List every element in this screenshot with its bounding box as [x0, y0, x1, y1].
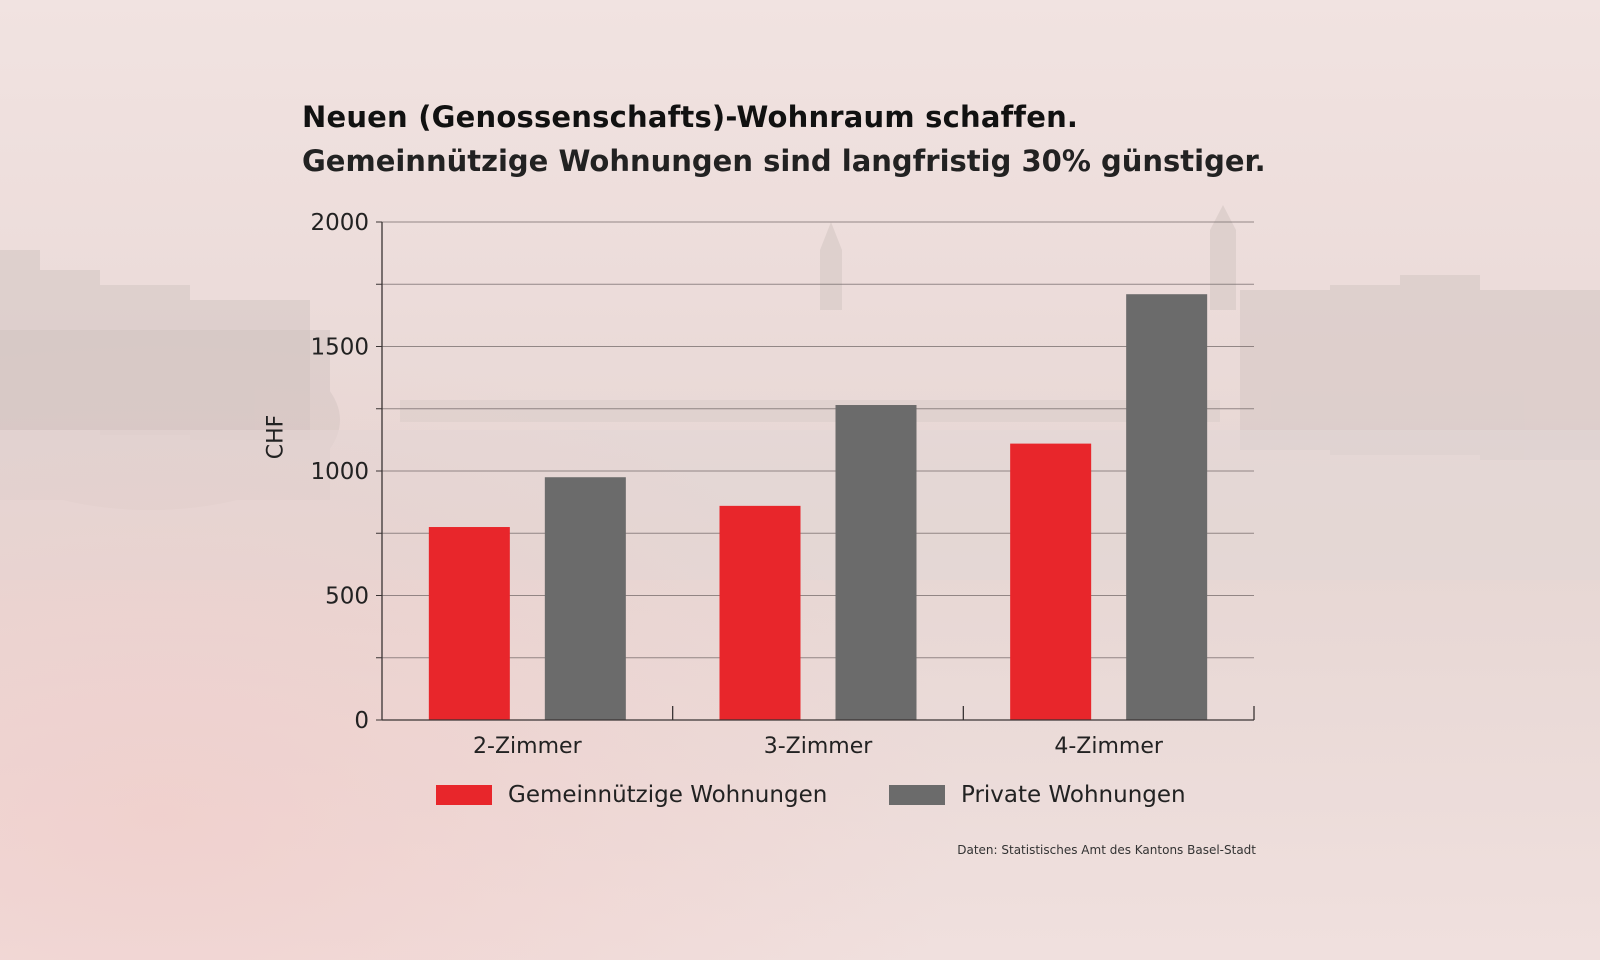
legend-swatch-privat	[889, 785, 945, 805]
x-tick-label: 4-Zimmer	[1054, 734, 1164, 759]
x-tick-labels: 2-Zimmer 3-Zimmer 4-Zimmer	[473, 734, 1164, 759]
legend-label-privat: Private Wohnungen	[961, 782, 1186, 808]
bar-privat-4-zimmer	[1126, 294, 1208, 720]
bars	[428, 294, 1208, 720]
legend-item-privat: Private Wohnungen	[889, 780, 1186, 810]
chart-subtitle: Gemeinnützige Wohnungen sind langfristig…	[302, 144, 1266, 178]
bar-gemeinnuetzig-2-zimmer	[428, 527, 510, 720]
x-tick-label: 2-Zimmer	[473, 734, 583, 759]
axes	[376, 221, 1255, 721]
y-tick-labels: 0 500 1000 1500 2000	[310, 210, 369, 734]
gridlines	[382, 221, 1254, 659]
legend-swatch-gemeinnuetzig	[436, 785, 492, 805]
legend-label-gemeinnuetzig: Gemeinnützige Wohnungen	[508, 782, 828, 808]
bar-privat-3-zimmer	[835, 405, 917, 720]
chart-title: Neuen (Genossenschafts)-Wohnraum schaffe…	[302, 100, 1079, 134]
y-tick-label: 2000	[310, 210, 369, 236]
bar-gemeinnuetzig-3-zimmer	[719, 505, 801, 720]
x-tick-label: 3-Zimmer	[764, 734, 874, 759]
source-note: Daten: Statistisches Amt des Kantons Bas…	[957, 843, 1256, 857]
bar-gemeinnuetzig-4-zimmer	[1010, 443, 1092, 720]
y-tick-label: 1000	[310, 459, 369, 485]
y-tick-label: 1500	[310, 335, 369, 361]
y-tick-label: 0	[354, 708, 369, 734]
y-tick-label: 500	[325, 584, 369, 610]
bar-privat-2-zimmer	[544, 477, 626, 720]
legend-item-gemeinnuetzig: Gemeinnützige Wohnungen	[436, 780, 827, 810]
